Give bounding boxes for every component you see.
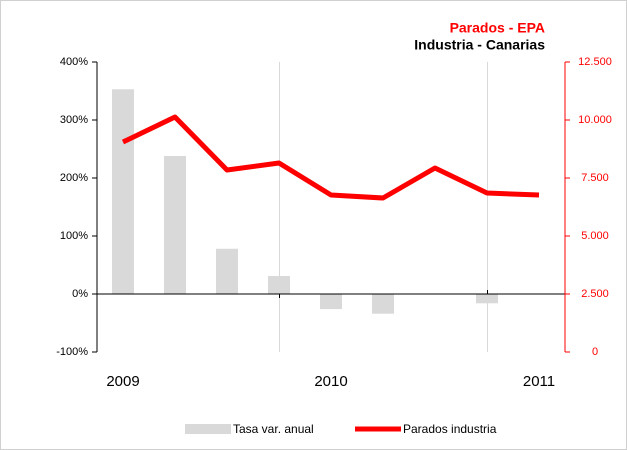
y-tick-label: 100% xyxy=(60,230,88,242)
y2-tick-label: 2.500 xyxy=(581,288,609,300)
bar xyxy=(112,89,134,294)
chart-subtitle: Industria - Canarias xyxy=(414,37,545,53)
legend-swatch xyxy=(185,424,231,434)
bar xyxy=(372,294,394,314)
y-tick-label: -100% xyxy=(56,346,88,358)
bar xyxy=(164,155,186,294)
line xyxy=(121,114,540,201)
x-tick-label: 2011 xyxy=(523,373,555,390)
y2-tick-label: 0 xyxy=(592,346,598,358)
y-tick-label: 300% xyxy=(60,114,88,126)
legend-label: Parados industria xyxy=(403,422,497,436)
x-tick-label: 2009 xyxy=(106,373,139,390)
bar xyxy=(216,248,238,294)
chart-title: Parados - EPA xyxy=(450,20,545,36)
bar xyxy=(268,276,290,294)
y-tick-label: 400% xyxy=(60,56,88,68)
legend-label: Tasa var. anual xyxy=(233,422,314,436)
y-tick-label: 200% xyxy=(60,172,88,184)
x-tick-label: 2010 xyxy=(314,373,347,390)
y2-tick-label: 5.000 xyxy=(581,230,609,242)
y2-tick-label: 7.500 xyxy=(581,172,609,184)
bar xyxy=(476,294,498,304)
y-tick-label: 0% xyxy=(72,288,88,300)
y2-tick-label: 10.000 xyxy=(578,114,612,126)
y2-tick-label: 12.500 xyxy=(578,56,612,68)
bar xyxy=(320,294,342,310)
